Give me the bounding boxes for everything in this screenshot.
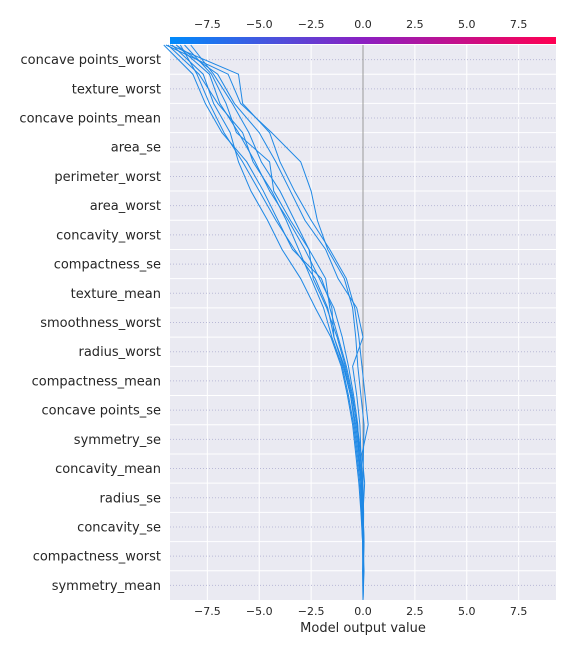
bottom-tick-label: 2.5: [406, 605, 424, 618]
decision-line-10: [190, 44, 365, 600]
feature-label: perimeter_worst: [54, 170, 161, 185]
top-tick-label: −5.0: [246, 18, 273, 31]
feature-label: concavity_mean: [55, 462, 161, 477]
feature-label: compactness_worst: [33, 550, 161, 565]
top-tick-label: 0.0: [354, 18, 372, 31]
decision-line-7: [175, 44, 365, 601]
feature-label: compactness_mean: [32, 374, 161, 389]
decision-line-5: [167, 44, 364, 600]
feature-label: area_worst: [90, 199, 161, 214]
top-tick-label: 2.5: [406, 18, 424, 31]
bottom-tick-label: −5.0: [246, 605, 273, 618]
feature-label: symmetry_mean: [52, 579, 161, 594]
feature-label: symmetry_se: [74, 433, 161, 448]
top-tick-label: −7.5: [194, 18, 221, 31]
feature-label: texture_worst: [72, 82, 161, 97]
bottom-tick-label: −2.5: [298, 605, 325, 618]
feature-label: concavity_worst: [56, 228, 161, 243]
bottom-tick-label: 0.0: [354, 605, 372, 618]
feature-label: smoothness_worst: [40, 316, 161, 331]
top-tick-label: 7.5: [510, 18, 528, 31]
decision-line-9: [179, 44, 364, 601]
bottom-tick-labels: −7.5 −5.0 −2.5 0.0 2.5 5.0 7.5: [194, 605, 527, 618]
bottom-tick-label: 7.5: [510, 605, 528, 618]
feature-label: area_se: [111, 141, 161, 156]
top-tick-labels: −7.5 −5.0 −2.5 0.0 2.5 5.0 7.5: [194, 18, 527, 31]
feature-label: texture_mean: [71, 287, 161, 302]
feature-label: concave points_worst: [20, 53, 161, 68]
decision-line-8: [171, 44, 364, 601]
feature-label: radius_se: [100, 491, 161, 506]
feature-label: radius_worst: [79, 345, 162, 360]
feature-label: compactness_se: [54, 258, 161, 273]
colorbar: [170, 37, 556, 44]
feature-label: concavity_se: [77, 520, 161, 535]
top-tick-label: 5.0: [458, 18, 476, 31]
feature-label: concave points_se: [42, 404, 161, 419]
bottom-tick-label: −7.5: [194, 605, 221, 618]
top-tick-label: −2.5: [298, 18, 325, 31]
feature-label: concave points_mean: [19, 112, 161, 127]
feature-labels: concave points_worst texture_worstconcave…: [19, 53, 161, 594]
x-axis-label: Model output value: [300, 621, 426, 636]
decision-lines: [163, 44, 369, 601]
bottom-tick-label: 5.0: [458, 605, 476, 618]
